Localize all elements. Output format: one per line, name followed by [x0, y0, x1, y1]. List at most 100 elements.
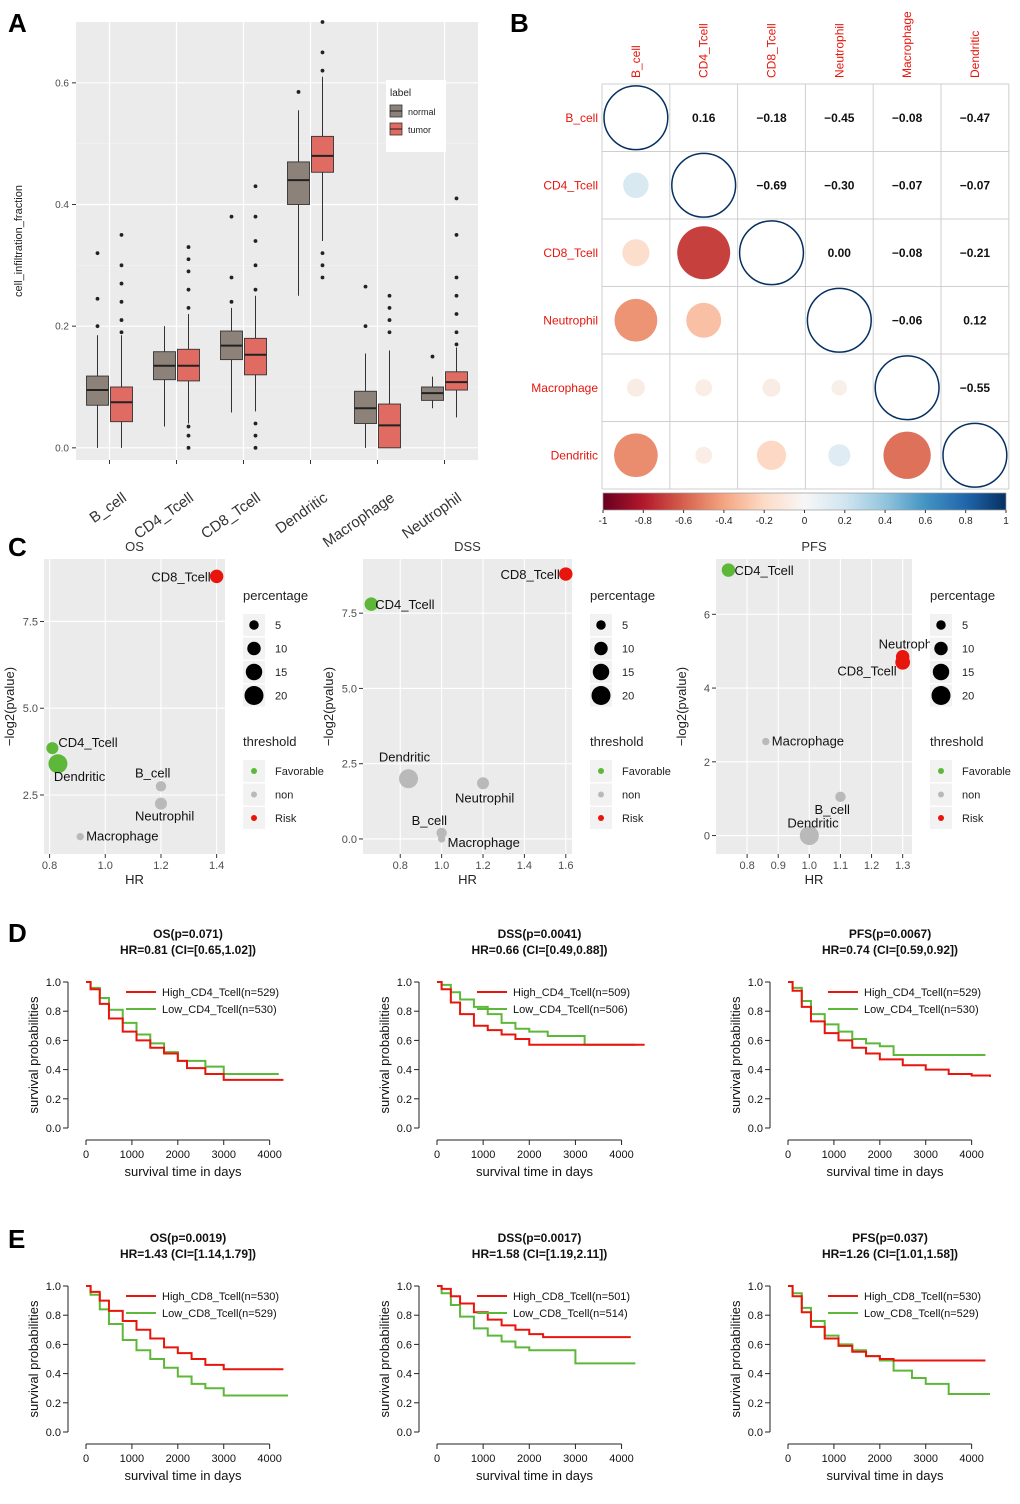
- box-outlier: [186, 269, 191, 274]
- x-tick-label: 1.2: [864, 860, 879, 872]
- col-label-dendritic: Dendritic: [968, 31, 982, 78]
- point-label-b_cell: B_cell: [135, 765, 171, 780]
- legend-size-dot: [596, 620, 606, 630]
- corr-value: 0.00: [828, 246, 852, 260]
- x-tick-label: 4000: [609, 1453, 633, 1465]
- corr-circle: [831, 379, 848, 396]
- legend-size-dot: [936, 620, 946, 630]
- x-tick-label: 1000: [471, 1149, 495, 1161]
- legend-label: Low_CD4_Tcell(n=506): [513, 1004, 628, 1016]
- y-tick-label: 0.2: [46, 1094, 61, 1106]
- scatter-os: 0.8 1.0 1.2 1.4 2.5 5.0 7.5 OS HR −log2(pvalue) CD…: [2, 539, 324, 887]
- x-tick-label: 2000: [166, 1453, 190, 1465]
- y-tick-label: 0.6: [748, 1339, 763, 1351]
- box-outlier: [454, 275, 459, 280]
- chart-subtitle: HR=1.58 (CI=[1.19,2.11]): [472, 1247, 607, 1261]
- legend-size-label: 10: [962, 644, 974, 656]
- y-tick-label: 0.0: [46, 1123, 61, 1135]
- panel-letter-e: E: [8, 1224, 25, 1254]
- panel-a-boxplot: 0.0 0.2 0.4 0.6 B_cell CD4_Tcell CD8_Tcell Dend…: [13, 20, 478, 551]
- corr-circle: [686, 302, 722, 338]
- legend-threshold-dot: [938, 791, 944, 798]
- y-tick-label: 0.8: [46, 1006, 61, 1018]
- colorbar-tick-label: 0: [802, 516, 808, 527]
- box-normal-dendritic: [287, 161, 310, 205]
- chart-title: DSS: [454, 539, 481, 554]
- km-d-os: 0.0 0.2 0.4 0.6 0.8 1.0 0 1000 2000 3000 4000 survi…: [26, 927, 284, 1179]
- box-tumor-cd8_tcell: [244, 337, 267, 376]
- point-label-cd8_tcell: CD8_Tcell: [151, 569, 210, 584]
- chart-title: PFS(p=0.037): [852, 1231, 928, 1245]
- colorbar-tick-label: -0.4: [715, 516, 733, 527]
- legend-size-dot: [932, 663, 950, 681]
- point-macrophage: [437, 835, 446, 843]
- legend-threshold-title: threshold: [590, 734, 643, 749]
- chart-subtitle: HR=0.81 (CI=[0.65,1.02]): [120, 943, 256, 957]
- point-dendritic: [48, 754, 68, 774]
- box-outlier: [253, 421, 258, 426]
- point-cd8_tcell: [559, 567, 573, 581]
- x-tick-label: 1000: [120, 1453, 144, 1465]
- corr-value: 0.12: [963, 313, 987, 327]
- box-outlier: [454, 330, 459, 335]
- x-axis-label: HR: [805, 872, 824, 887]
- x-tick-label: 3000: [211, 1453, 235, 1465]
- y-tick-label: 2: [704, 757, 710, 769]
- legend-size-label: 5: [622, 620, 628, 632]
- point-label-b_cell: B_cell: [814, 802, 850, 817]
- chart-title: DSS(p=0.0017): [498, 1231, 582, 1245]
- box-outlier: [119, 263, 124, 268]
- box-tumor-neutrophil: [445, 371, 468, 391]
- chart-title: OS: [125, 539, 144, 554]
- x-tick-label-cd8_tcell: CD8_Tcell: [198, 489, 264, 542]
- legend-label: Low_CD8_Tcell(n=529): [864, 1308, 979, 1320]
- box-outlier: [320, 68, 325, 73]
- y-tick-label: 1.0: [748, 977, 763, 989]
- point-cd4_tcell: [46, 742, 59, 755]
- y-tick-label: 1.0: [397, 1281, 412, 1293]
- x-tick-label: 0: [785, 1149, 791, 1161]
- corr-circle: [623, 172, 649, 199]
- diag-circle: [874, 355, 940, 421]
- x-axis-label: HR: [125, 872, 144, 887]
- legend-size-title: percentage: [930, 588, 995, 603]
- corr-value: −0.07: [960, 178, 991, 192]
- y-tick-label: 1.0: [46, 977, 61, 989]
- legend-threshold-label-risk: Risk: [275, 813, 297, 825]
- panel-letter-d: D: [8, 918, 27, 948]
- point-macrophage: [76, 832, 84, 841]
- point-dendritic: [799, 826, 819, 846]
- panel-e-km-cd8: 0.0 0.2 0.4 0.6 0.8 1.0 0 1000 2000 3000 4000 survi…: [26, 1231, 990, 1483]
- box-outlier: [296, 90, 301, 94]
- box-outlier: [253, 287, 258, 292]
- colorbar-tick-label: 1: [1003, 516, 1009, 527]
- x-axis-label: survival time in days: [476, 1164, 594, 1179]
- legend-size-dot: [934, 641, 948, 656]
- legend-label: Low_CD8_Tcell(n=514): [513, 1308, 628, 1320]
- x-tick-label: 4000: [959, 1453, 983, 1465]
- km-d-pfs: 0.0 0.2 0.4 0.6 0.8 1.0 0 1000 2000 3000 4000 survi…: [728, 927, 991, 1179]
- legend-label-normal: normal: [408, 107, 436, 117]
- x-tick-label-macrophage: Macrophage: [320, 489, 398, 551]
- row-label-neutrophil: Neutrophil: [543, 313, 598, 327]
- legend-size-label: 20: [275, 691, 287, 703]
- box-tumor-dendritic: [311, 135, 334, 173]
- point-label-neutrophil: Neutrophil: [879, 637, 938, 652]
- box-outlier: [363, 324, 368, 329]
- x-tick-label: 2000: [868, 1453, 892, 1465]
- y-tick-label: 0.6: [748, 1035, 763, 1047]
- corr-value: 0.16: [692, 111, 716, 125]
- point-label-macrophage: Macrophage: [86, 829, 158, 844]
- diag-circle: [942, 422, 1008, 488]
- box-outlier: [186, 287, 191, 292]
- corr-value: −0.21: [960, 246, 991, 260]
- legend-threshold-dot: [938, 768, 944, 774]
- legend-threshold-dot: [598, 791, 604, 798]
- y-tick-label: 0.8: [397, 1310, 412, 1322]
- panel-d-km-cd4: 0.0 0.2 0.4 0.6 0.8 1.0 0 1000 2000 3000 4000 survi…: [26, 927, 991, 1179]
- x-tick-label: 3000: [913, 1149, 937, 1161]
- legend-threshold-label-non: non: [622, 790, 640, 802]
- y-axis-label: survival probabilities: [377, 996, 392, 1114]
- box-outlier: [387, 293, 392, 298]
- km-curve-high: [86, 1285, 284, 1371]
